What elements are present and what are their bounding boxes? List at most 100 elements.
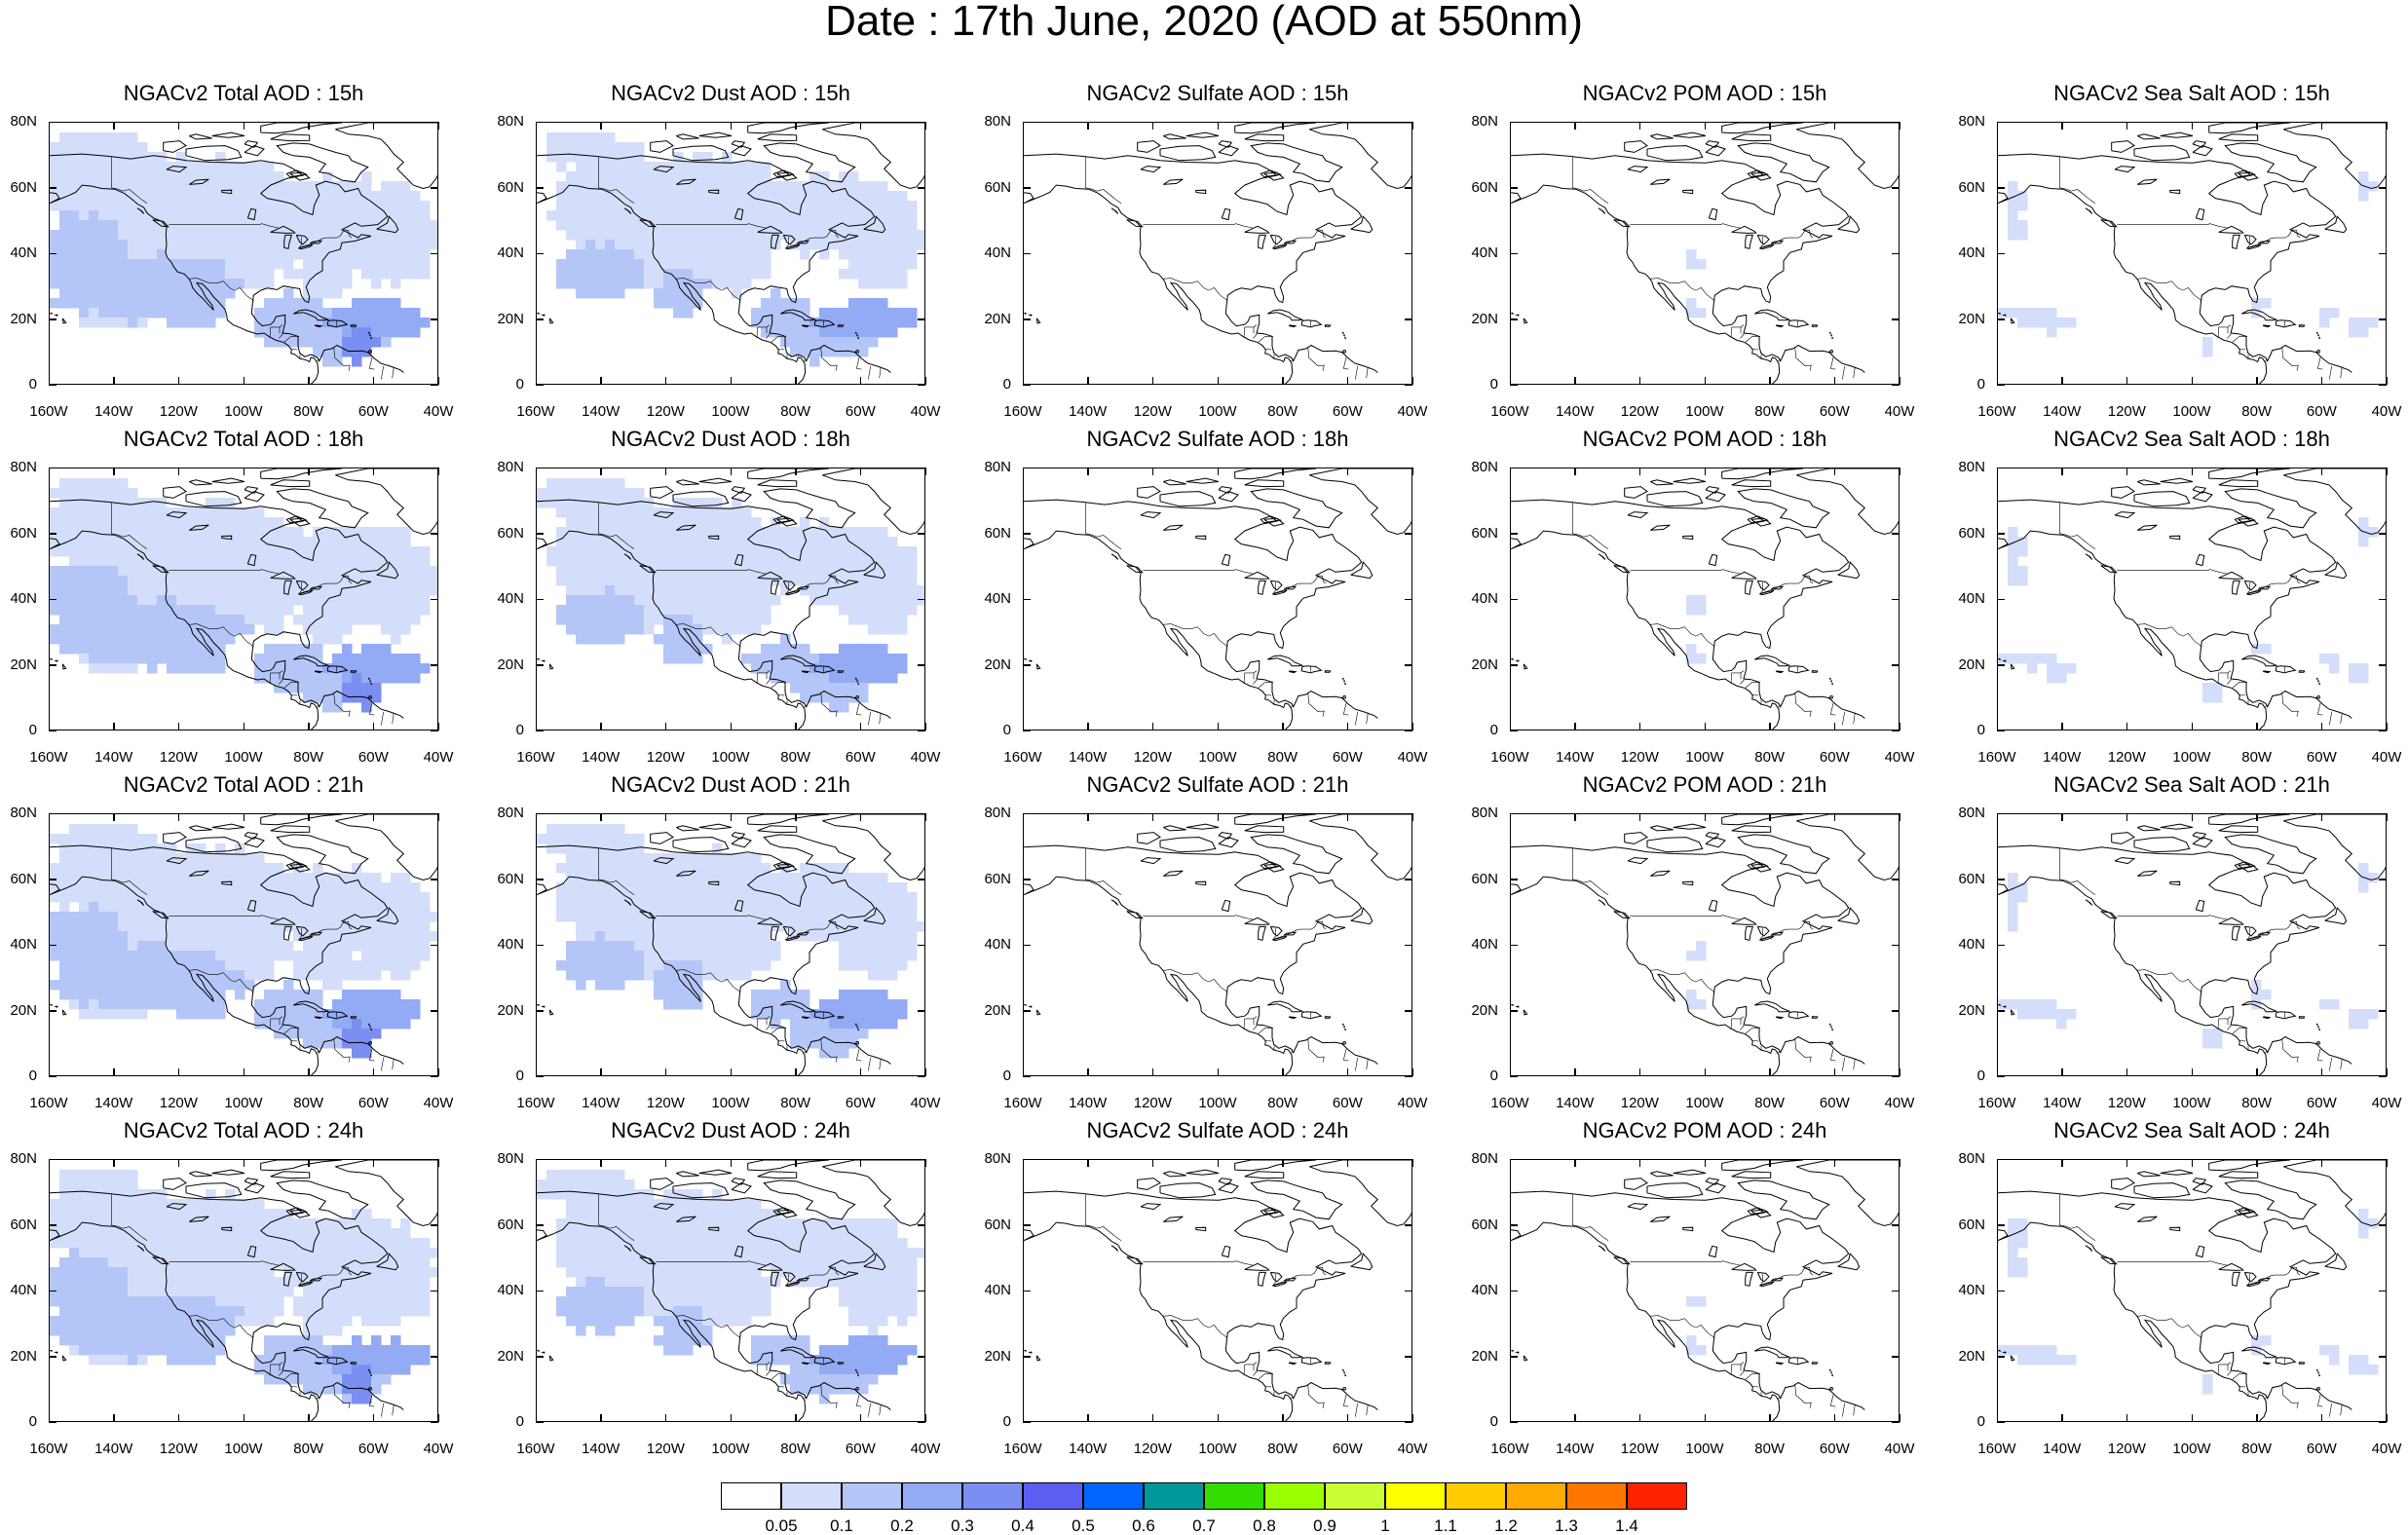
lat-tick: [1892, 879, 1900, 880]
coastline: [2318, 1026, 2319, 1027]
coastline: [1141, 167, 1160, 172]
country-border: [2117, 570, 2227, 574]
lon-tick: [665, 1068, 667, 1076]
coastline: [748, 1160, 829, 1171]
coastline: [1259, 1272, 1266, 1286]
coastline: [2233, 580, 2240, 594]
coastline: [2219, 826, 2258, 833]
lon-tick: [1218, 122, 1220, 130]
coastline: [1625, 487, 1647, 499]
coastline: [2244, 235, 2256, 244]
lat-tick: [536, 533, 544, 535]
lat-tick: [918, 253, 925, 255]
lon-tick-label: 40W: [2357, 750, 2408, 766]
lon-tick-label: 160W: [1481, 404, 1539, 420]
lon-tick: [49, 723, 51, 730]
colorbar-swatch: [1264, 1482, 1325, 1510]
lon-tick: [1347, 813, 1349, 821]
lon-tick-label: 60W: [1318, 750, 1376, 766]
colorbar-label: 1.4: [1598, 1517, 1656, 1535]
coastline: [758, 480, 797, 487]
coastline: [371, 683, 372, 684]
lon-tick: [731, 1414, 733, 1422]
lon-tick: [600, 1159, 602, 1167]
map-plot-area: [1510, 468, 1900, 730]
country-border: [1355, 366, 1357, 380]
country-border: [2059, 1194, 2095, 1241]
coastline: [1222, 900, 1229, 911]
coastline: [1831, 1026, 1832, 1027]
coastline: [1647, 1183, 1703, 1198]
coastline: [2011, 318, 2013, 323]
lat-tick: [49, 1291, 56, 1292]
country-border: [1253, 1371, 1257, 1375]
lat-tick: [1023, 318, 1031, 320]
lat-tick: [49, 813, 56, 815]
lon-tick-label: 120W: [1610, 1441, 1669, 1457]
panel-title: NGACv2 Dust AOD : 15h: [497, 81, 964, 106]
lon-tick-label: 160W: [1968, 1441, 2026, 1457]
country-border: [2341, 713, 2343, 724]
lat-tick-label: 80N: [0, 114, 37, 130]
country-border: [868, 1058, 870, 1071]
coastline: [2244, 1272, 2256, 1282]
lon-tick: [1997, 723, 1999, 730]
coastline: [1838, 1254, 1860, 1270]
country-border: [369, 357, 374, 369]
lon-tick: [925, 813, 927, 821]
lon-tick-label: 60W: [344, 750, 402, 766]
lat-tick: [1405, 1224, 1412, 1226]
lon-tick: [49, 1068, 51, 1076]
lon-tick: [244, 1068, 245, 1076]
lon-tick-label: 160W: [19, 1441, 78, 1457]
coastline: [1267, 655, 1301, 666]
lon-tick: [1639, 468, 1641, 475]
lat-tick: [536, 1291, 544, 1292]
coastline: [857, 1026, 858, 1027]
lon-tick: [795, 723, 797, 730]
coastline: [370, 334, 371, 335]
lat-tick: [49, 318, 56, 320]
lon-tick: [1347, 122, 1349, 130]
coastline: [2316, 332, 2317, 333]
lat-tick: [1997, 664, 2005, 666]
coastline: [1036, 1356, 1039, 1361]
coastline: [1511, 508, 1780, 731]
coastline: [1351, 562, 1373, 579]
coastline: [1738, 143, 1828, 182]
lon-tick-label: 40W: [896, 404, 955, 420]
lon-tick-label: 140W: [572, 1441, 630, 1457]
coastline: [2137, 179, 2157, 184]
lat-tick-label: 40N: [1942, 245, 1985, 261]
coastline: [1345, 683, 1346, 684]
lon-tick: [1023, 1159, 1025, 1167]
coastline: [368, 1369, 369, 1370]
lon-tick-label: 140W: [85, 750, 143, 766]
country-border: [2227, 1371, 2231, 1375]
country-border: [2227, 334, 2231, 338]
lat-tick: [1510, 385, 1518, 387]
coastline: [2137, 1172, 2160, 1177]
coastline: [1024, 508, 1293, 731]
coastline: [2134, 838, 2190, 852]
lon-tick-label: 100W: [1675, 1096, 1734, 1111]
lat-tick: [1997, 122, 2005, 124]
lat-tick: [1023, 533, 1031, 535]
lat-tick-label: 80N: [1942, 805, 1985, 821]
coastline: [1812, 1017, 1817, 1019]
coastline: [2004, 1352, 2006, 1353]
map-svg: [1511, 814, 1900, 1076]
lon-tick: [1769, 723, 1771, 730]
lon-tick-label: 140W: [1546, 750, 1604, 766]
lon-tick: [925, 1068, 927, 1076]
lat-tick-label: 80N: [481, 114, 524, 130]
coastline: [1512, 313, 1514, 314]
lon-tick: [178, 122, 180, 130]
lat-tick: [2379, 664, 2387, 666]
coastline: [1196, 881, 1206, 884]
lon-tick-label: 120W: [2097, 1441, 2156, 1457]
lat-tick-label: 20N: [1455, 1003, 1498, 1019]
lon-tick-label: 100W: [1675, 1441, 1734, 1457]
country-border: [1343, 357, 1348, 369]
coastline: [1831, 680, 1832, 681]
